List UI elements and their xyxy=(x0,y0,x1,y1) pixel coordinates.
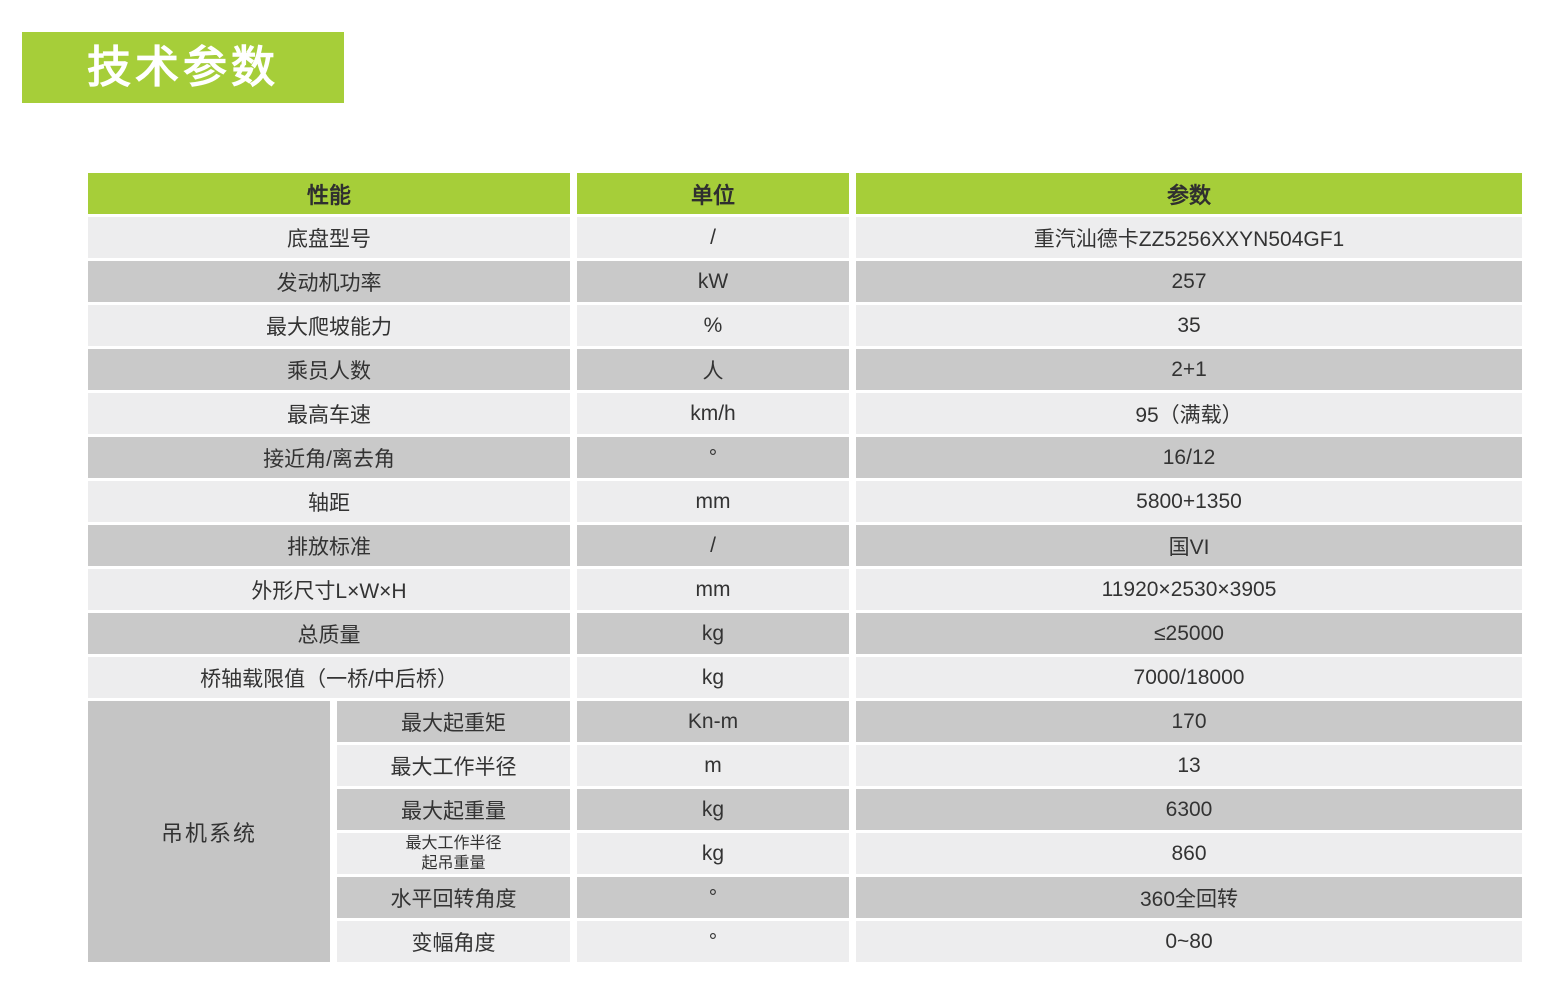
unit-cell: kg xyxy=(577,789,849,830)
property-cell: 排放标准 xyxy=(88,525,570,566)
section-title-banner: 技术参数 xyxy=(22,32,344,103)
property-cell: 最大起重量 xyxy=(337,789,570,830)
unit-cell: kg xyxy=(577,613,849,654)
unit-cell: kg xyxy=(577,657,849,698)
value-cell: 170 xyxy=(856,701,1522,742)
value-cell: 860 xyxy=(856,833,1522,874)
table-row: 外形尺寸L×W×H mm 11920×2530×3905 xyxy=(88,569,1522,610)
table-header-value: 参数 xyxy=(856,173,1522,214)
unit-cell: ° xyxy=(577,877,849,918)
property-cell: 桥轴载限值（一桥/中后桥） xyxy=(88,657,570,698)
property-cell: 最大起重矩 xyxy=(337,701,570,742)
table-row: 发动机功率 kW 257 xyxy=(88,261,1522,302)
table-header-row: 性能 单位 参数 xyxy=(88,173,1522,214)
unit-cell: ° xyxy=(577,921,849,962)
table-row: 吊机系统 最大起重矩 Kn-m 170 xyxy=(88,701,1522,962)
value-cell: 国VI xyxy=(856,525,1522,566)
property-cell: 变幅角度 xyxy=(337,921,570,962)
page-title: 技术参数 xyxy=(87,42,279,92)
unit-cell: Kn-m xyxy=(577,701,849,742)
table-row: 乘员人数 人 2+1 xyxy=(88,349,1522,390)
value-cell: 7000/18000 xyxy=(856,657,1522,698)
value-cell: 0~80 xyxy=(856,921,1522,962)
crane-system-group-cell: 吊机系统 xyxy=(88,701,330,962)
unit-cell: kW xyxy=(577,261,849,302)
value-cell: 2+1 xyxy=(856,349,1522,390)
table-row: 水平回转角度 ° 360全回转 xyxy=(88,877,1522,918)
value-cell: 360全回转 xyxy=(856,877,1522,918)
unit-cell: mm xyxy=(577,481,849,522)
value-cell: 13 xyxy=(856,745,1522,786)
table-row: 最高车速 km/h 95（满载） xyxy=(88,393,1522,434)
value-cell: 11920×2530×3905 xyxy=(856,569,1522,610)
value-cell: 5800+1350 xyxy=(856,481,1522,522)
property-cell: 外形尺寸L×W×H xyxy=(88,569,570,610)
property-cell: 底盘型号 xyxy=(88,217,570,258)
table-row: 最大工作半径 起吊重量 kg 860 xyxy=(88,833,1522,874)
property-line-1: 最大工作半径 xyxy=(405,834,502,852)
property-line-2: 起吊重量 xyxy=(421,854,486,872)
property-cell: 最高车速 xyxy=(88,393,570,434)
property-cell: 总质量 xyxy=(88,613,570,654)
unit-cell: mm xyxy=(577,569,849,610)
table-row: 桥轴载限值（一桥/中后桥） kg 7000/18000 xyxy=(88,657,1522,698)
value-cell: 95（满载） xyxy=(856,393,1522,434)
table-header-property: 性能 xyxy=(88,173,570,214)
property-cell: 轴距 xyxy=(88,481,570,522)
unit-cell: % xyxy=(577,305,849,346)
unit-cell: / xyxy=(577,525,849,566)
table-row: 接近角/离去角 ° 16/12 xyxy=(88,437,1522,478)
unit-cell: / xyxy=(577,217,849,258)
table-row: 变幅角度 ° 0~80 xyxy=(88,921,1522,962)
value-cell: 16/12 xyxy=(856,437,1522,478)
table-row: 底盘型号 / 重汽汕德卡ZZ5256XXYN504GF1 xyxy=(88,217,1522,258)
value-cell: 重汽汕德卡ZZ5256XXYN504GF1 xyxy=(856,217,1522,258)
unit-cell: 人 xyxy=(577,349,849,390)
value-cell: 6300 xyxy=(856,789,1522,830)
technical-parameters-table: 性能 单位 参数 底盘型号 / 重汽汕德卡ZZ5256XXYN504GF1 发动… xyxy=(81,170,1529,965)
unit-cell: kg xyxy=(577,833,849,874)
value-cell: 35 xyxy=(856,305,1522,346)
table-header-unit: 单位 xyxy=(577,173,849,214)
table-row: 轴距 mm 5800+1350 xyxy=(88,481,1522,522)
table-row: 排放标准 / 国VI xyxy=(88,525,1522,566)
unit-cell: m xyxy=(577,745,849,786)
property-cell: 接近角/离去角 xyxy=(88,437,570,478)
table-row: 最大工作半径 m 13 xyxy=(88,745,1522,786)
table-row: 最大起重量 kg 6300 xyxy=(88,789,1522,830)
property-cell: 最大工作半径 起吊重量 xyxy=(337,833,570,874)
value-cell: 257 xyxy=(856,261,1522,302)
table-row: 总质量 kg ≤25000 xyxy=(88,613,1522,654)
property-cell: 最大工作半径 xyxy=(337,745,570,786)
property-cell: 乘员人数 xyxy=(88,349,570,390)
unit-cell: km/h xyxy=(577,393,849,434)
property-cell: 水平回转角度 xyxy=(337,877,570,918)
property-cell: 最大爬坡能力 xyxy=(88,305,570,346)
table-row: 最大爬坡能力 % 35 xyxy=(88,305,1522,346)
value-cell: ≤25000 xyxy=(856,613,1522,654)
unit-cell: ° xyxy=(577,437,849,478)
property-cell: 发动机功率 xyxy=(88,261,570,302)
